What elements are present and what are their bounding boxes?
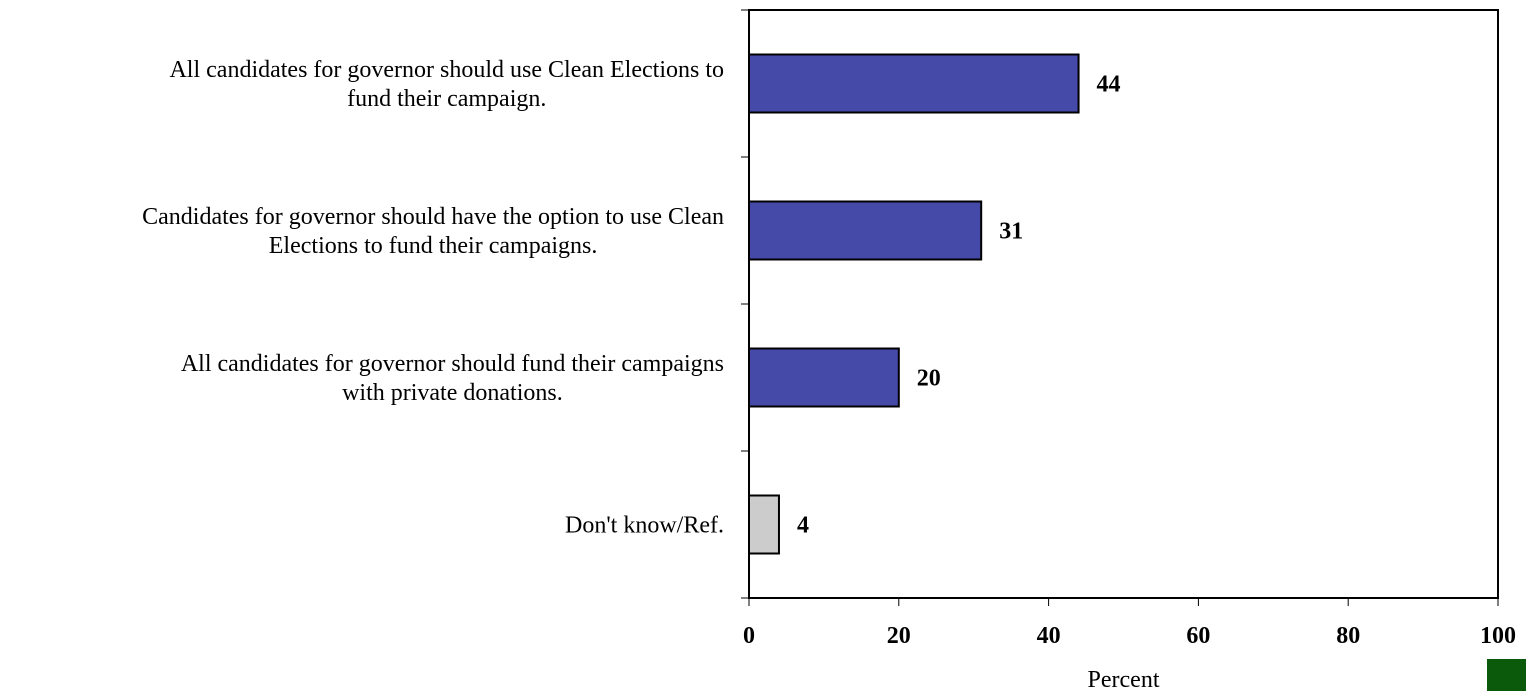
category-label-line: fund their campaign. — [347, 86, 546, 112]
category-label: All candidates for governor should use C… — [169, 57, 724, 112]
bar-value-label: 4 — [797, 513, 809, 539]
bar-value-label: 31 — [999, 219, 1023, 245]
bar-value-label: 44 — [1097, 72, 1121, 98]
category-label-line: All candidates for governor should use C… — [169, 57, 724, 83]
axis-layer — [741, 9, 1499, 606]
x-tick-label: 0 — [743, 623, 755, 649]
x-tick-label: 20 — [887, 623, 911, 649]
category-label: All candidates for governor should fund … — [181, 351, 724, 406]
x-tick-label: 80 — [1336, 623, 1360, 649]
bar-value-label: 20 — [917, 366, 941, 392]
bars-layer — [748, 53, 1080, 555]
category-label-line: Candidates for governor should have the … — [142, 204, 724, 230]
x-tick-labels: 0 20 40 60 80 100 — [743, 623, 1516, 649]
category-label-line: Don't know/Ref. — [565, 513, 724, 539]
x-tick-label: 60 — [1186, 623, 1210, 649]
category-label: Candidates for governor should have the … — [142, 204, 724, 259]
bar — [748, 347, 900, 408]
bar — [748, 53, 1080, 114]
category-label-line: with private donations. — [342, 380, 563, 406]
category-labels-layer: All candidates for governor should use C… — [142, 57, 724, 539]
x-axis-title: Percent — [1088, 667, 1160, 691]
corner-mark — [1487, 659, 1526, 691]
category-label: Don't know/Ref. — [565, 513, 724, 539]
x-tick-label: 100 — [1480, 623, 1516, 649]
x-tick-label: 40 — [1037, 623, 1061, 649]
bar — [748, 494, 780, 555]
bar — [748, 200, 983, 261]
category-label-line: All candidates for governor should fund … — [181, 351, 724, 377]
plot-frame — [748, 9, 1499, 599]
value-labels-layer: 44 31 20 4 — [797, 72, 1121, 539]
category-label-line: Elections to fund their campaigns. — [269, 233, 598, 259]
